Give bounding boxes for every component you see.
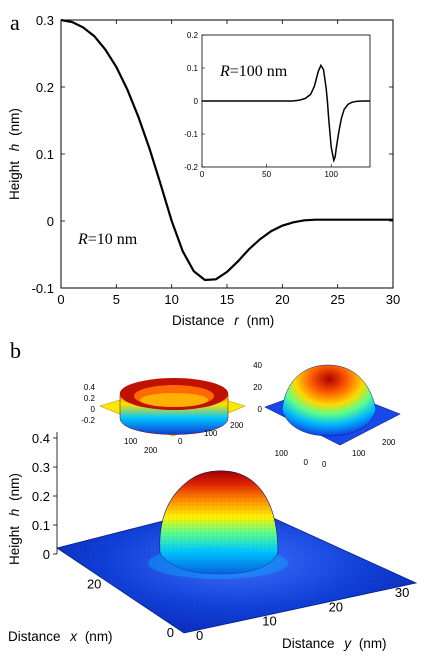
x-axis-label: Distance x (nm) xyxy=(8,629,113,644)
x-tick-label: 10 xyxy=(164,292,178,307)
panel-label-a: a xyxy=(10,10,20,35)
inset1-x-tick-label: 0 xyxy=(178,437,183,446)
x-axis-label: Distance r (nm) xyxy=(172,313,274,328)
inset1-ring-floor xyxy=(140,393,208,407)
z-tick-label: 0.3 xyxy=(32,460,50,475)
z-tick-label: 0.2 xyxy=(32,489,50,504)
y-tick-label: 0.2 xyxy=(36,80,54,95)
y-tick-label: 10 xyxy=(262,614,276,629)
y-tick-label: 0.1 xyxy=(36,147,54,162)
inset-y-tick-label: -0.1 xyxy=(184,130,198,139)
z-axis-label: Height h (nm) xyxy=(7,473,22,565)
inset1-z-tick-label: 0.4 xyxy=(84,383,96,392)
x-tick-label: 25 xyxy=(330,292,344,307)
z-tick-label: 0.1 xyxy=(32,518,50,533)
inset1-z-tick-label: 0 xyxy=(91,405,96,414)
line-chart-main: 0 5 10 15 20 25 30 -0.100.10.20.3 Distance r (… xyxy=(7,13,400,328)
inset-y-tick-label: 0.1 xyxy=(187,64,199,73)
x-tick-label: 0 xyxy=(57,292,64,307)
y-tick-label: 0.3 xyxy=(36,13,54,28)
surface-inset-ring: -0.2 0 0.2 0.4 0 100 200 100 200 xyxy=(81,378,246,455)
x-tick-label: 15 xyxy=(220,292,234,307)
inset-x-tick-label: 0 xyxy=(200,170,205,179)
inset2-x-tick-label: 0 xyxy=(304,458,309,467)
y-axis-ticks: -0.1 0 0.1 0.2 0.3 xyxy=(32,13,393,296)
inset2-dome xyxy=(281,364,377,437)
y-tick-label: -0.1 xyxy=(32,281,54,296)
inset2-ticks: 0 20 40 0 100 0 100 200 xyxy=(253,361,396,469)
inset-x-tick-label: 50 xyxy=(262,170,271,179)
x-tick-label: 20 xyxy=(275,292,289,307)
x-tick-label: 0 xyxy=(167,625,174,640)
inset1-y-tick-label: 100 xyxy=(124,437,138,446)
inset-x-ticks: 0 50 100 xyxy=(200,164,339,179)
y-axis-label: Distance y (nm) xyxy=(282,636,387,651)
z-axis-ticks: 0 0.1 0.2 0.3 0.4 xyxy=(32,431,57,562)
inset1-x-tick-label: 100 xyxy=(204,429,218,438)
y-tick-label: 20 xyxy=(329,599,343,614)
x-tick-label: 20 xyxy=(87,576,101,591)
annotation-R100: R=100 nm xyxy=(219,63,288,80)
inset2-z-tick-label: 20 xyxy=(253,383,262,392)
y-tick-label: 0 xyxy=(47,214,54,229)
inset-x-tick-label: 100 xyxy=(325,170,339,179)
inset2-z-tick-label: 40 xyxy=(253,361,262,370)
line-chart-inset: 0 50 100 -0.2 -0.1 0 0.1 0.2 R=100 nm xyxy=(184,31,371,179)
inset1-y-tick-label: 200 xyxy=(144,446,158,455)
z-tick-label: 0 xyxy=(43,547,50,562)
annotation-R10: R=10 nm xyxy=(77,231,138,248)
surface-plot-main: 00.10.20.30.4 Height h (nm) 020 0102030 … xyxy=(7,431,418,651)
y-axis-ticks: 0 10 20 30 xyxy=(196,585,409,643)
inset2-y-tick-label: 0 xyxy=(322,460,327,469)
z-tick-label: 0.4 xyxy=(32,431,50,446)
x-tick-label: 5 xyxy=(113,292,120,307)
inset1-ticks: -0.2 0 0.2 0.4 0 100 200 100 200 xyxy=(81,383,244,455)
inset-y-ticks: -0.2 -0.1 0 0.1 0.2 xyxy=(184,31,205,172)
inset1-x-tick-label: 200 xyxy=(230,421,244,430)
inset-y-tick-label: 0 xyxy=(194,97,199,106)
series-line xyxy=(60,18,393,282)
inset1-z-tick-label: -0.2 xyxy=(81,416,95,425)
inset-y-tick-label: -0.2 xyxy=(184,163,198,172)
inset1-z-tick-label: 0.2 xyxy=(84,394,96,403)
inset2-y-tick-label: 200 xyxy=(382,438,396,447)
surface-inset-dome: 0 20 40 0 100 0 100 200 xyxy=(253,361,401,469)
y-axis-label: Height h (nm) xyxy=(7,108,22,200)
surface-dome-skirt xyxy=(148,547,288,579)
inset-series-line xyxy=(202,63,370,164)
inset-y-tick-label: 0.2 xyxy=(187,31,199,40)
x-axis-ticks: 0 5 10 15 20 25 30 xyxy=(57,20,400,307)
panel-label-b: b xyxy=(10,338,21,363)
inset2-z-tick-label: 0 xyxy=(258,405,263,414)
y-tick-label: 0 xyxy=(196,628,203,643)
x-tick-label: 30 xyxy=(386,292,400,307)
y-tick-label: 30 xyxy=(395,585,409,600)
inset2-y-tick-label: 100 xyxy=(352,449,366,458)
surface-dome-mesh xyxy=(159,470,278,574)
x-axis-ticks: 0 20 xyxy=(87,576,174,640)
inset2-x-tick-label: 100 xyxy=(275,449,289,458)
